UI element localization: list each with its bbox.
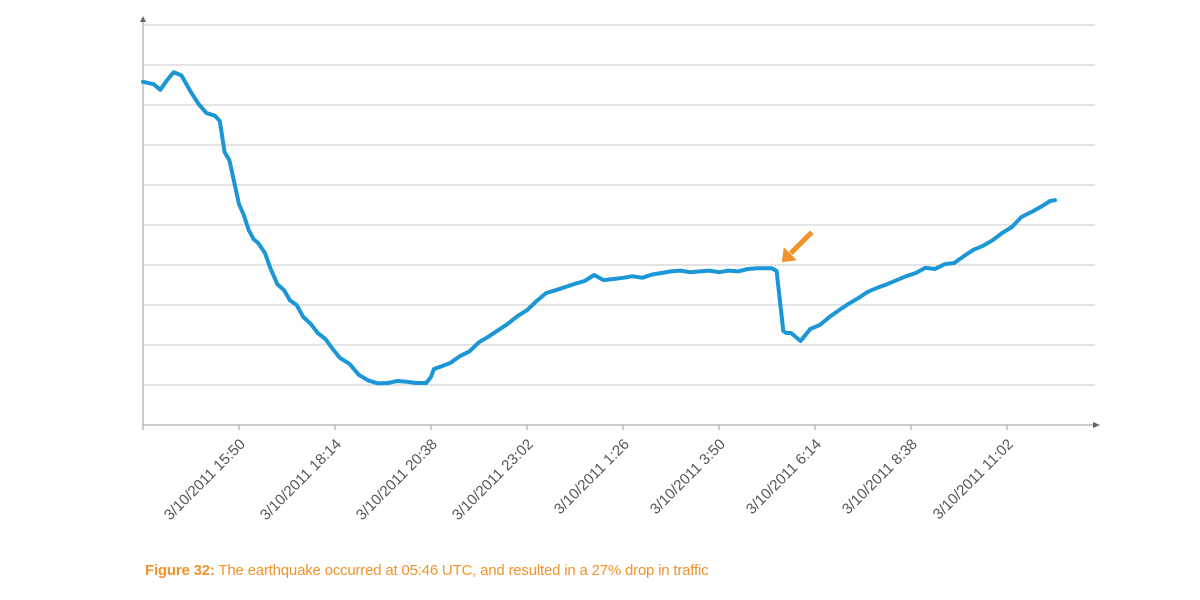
x-tick-label: 3/10/2011 20:38 xyxy=(353,436,441,524)
traffic-series-line xyxy=(141,70,1057,386)
y-axis-arrowhead xyxy=(140,16,146,22)
x-tick-label: 3/10/2011 6:14 xyxy=(743,436,825,518)
figure-caption-label: Figure 32: xyxy=(145,562,215,579)
x-tick-label: 3/10/2011 18:14 xyxy=(257,436,345,524)
x-axis-ticks xyxy=(142,425,1008,430)
x-tick-label: 3/10/2011 8:38 xyxy=(839,436,921,518)
x-tick-label: 3/10/2011 11:02 xyxy=(930,436,1017,523)
axes xyxy=(140,16,1100,428)
x-tick-label: 3/10/2011 23:02 xyxy=(449,436,537,524)
figure-caption: Figure 32: The earthquake occurred at 05… xyxy=(145,562,709,579)
annotation-arrow-shaft xyxy=(789,230,814,255)
drop-arrow-icon xyxy=(781,230,814,263)
figure-caption-text: The earthquake occurred at 05:46 UTC, an… xyxy=(214,562,709,579)
x-tick-label: 3/10/2011 15:50 xyxy=(161,436,249,524)
grid-lines xyxy=(143,24,1095,386)
annotation-arrow-head xyxy=(781,247,797,263)
x-tick-label: 3/10/2011 1:26 xyxy=(551,436,633,518)
x-axis-tick-labels: 3/10/2011 15:50 3/10/2011 18:14 3/10/2011 … xyxy=(161,436,1017,524)
x-tick-label: 3/10/2011 3:50 xyxy=(647,436,729,518)
x-axis-arrowhead xyxy=(1093,422,1100,428)
